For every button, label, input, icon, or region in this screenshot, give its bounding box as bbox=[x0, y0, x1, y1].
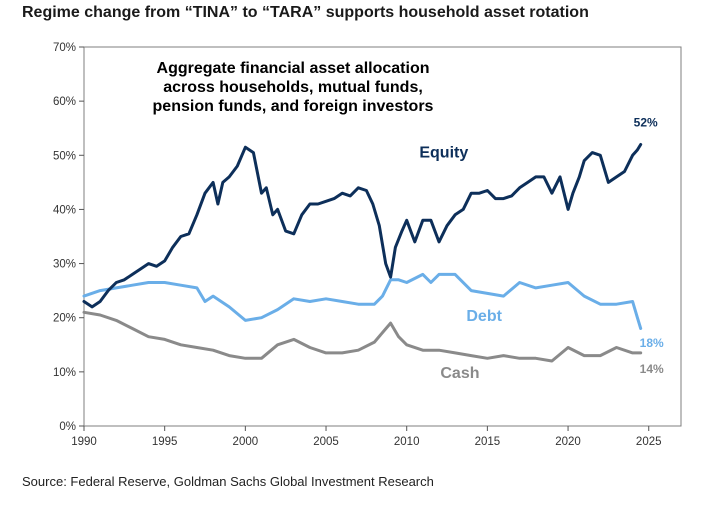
x-tick-label: 1995 bbox=[152, 436, 178, 448]
y-tick-label: 20% bbox=[53, 313, 76, 325]
equity-series-line bbox=[82, 143, 643, 309]
axes: 0% 10% 20% 30% 40% 50% 60% 70% 1990 1995 2000 2005 2… bbox=[53, 42, 662, 448]
y-tick-label: 60% bbox=[53, 96, 76, 108]
x-tick-label: 1990 bbox=[71, 436, 97, 448]
cash-end-label: 14% bbox=[640, 362, 664, 376]
plot-frame bbox=[83, 46, 682, 427]
y-tick-label: 40% bbox=[53, 204, 76, 216]
y-tick-label: 30% bbox=[53, 259, 76, 271]
equity-end-label: 52% bbox=[634, 116, 658, 130]
debt-end-label: 18% bbox=[640, 336, 664, 350]
y-tick-label: 70% bbox=[53, 42, 76, 54]
x-tick-label: 2015 bbox=[475, 436, 501, 448]
x-tick-label: 2010 bbox=[394, 436, 420, 448]
source-note: Source: Federal Reserve, Goldman Sachs G… bbox=[22, 474, 434, 489]
y-tick-label: 0% bbox=[59, 421, 76, 433]
equity-series-name: Equity bbox=[419, 144, 468, 161]
debt-series-line bbox=[82, 272, 643, 330]
cash-series-line bbox=[82, 310, 643, 363]
annotation-line-2: across households, mutual funds, bbox=[163, 79, 423, 96]
x-tick-label: 2005 bbox=[313, 436, 339, 448]
x-tick-label: 2025 bbox=[636, 436, 662, 448]
annotation-line-1: Aggregate financial asset allocation bbox=[157, 60, 430, 77]
chart-title: Regime change from “TINA” to “TARA” supp… bbox=[22, 4, 589, 21]
series-lines bbox=[82, 143, 643, 363]
cash-series-name: Cash bbox=[440, 365, 479, 382]
annotation-line-3: pension funds, and foreign investors bbox=[153, 98, 434, 115]
x-tick-label: 2020 bbox=[555, 436, 581, 448]
series-labels: Equity 52% Debt 18% Cash 14% bbox=[419, 116, 664, 382]
x-tick-label: 2000 bbox=[233, 436, 259, 448]
y-tick-label: 10% bbox=[53, 367, 76, 379]
debt-series-name: Debt bbox=[466, 308, 502, 325]
y-tick-label: 50% bbox=[53, 150, 76, 162]
